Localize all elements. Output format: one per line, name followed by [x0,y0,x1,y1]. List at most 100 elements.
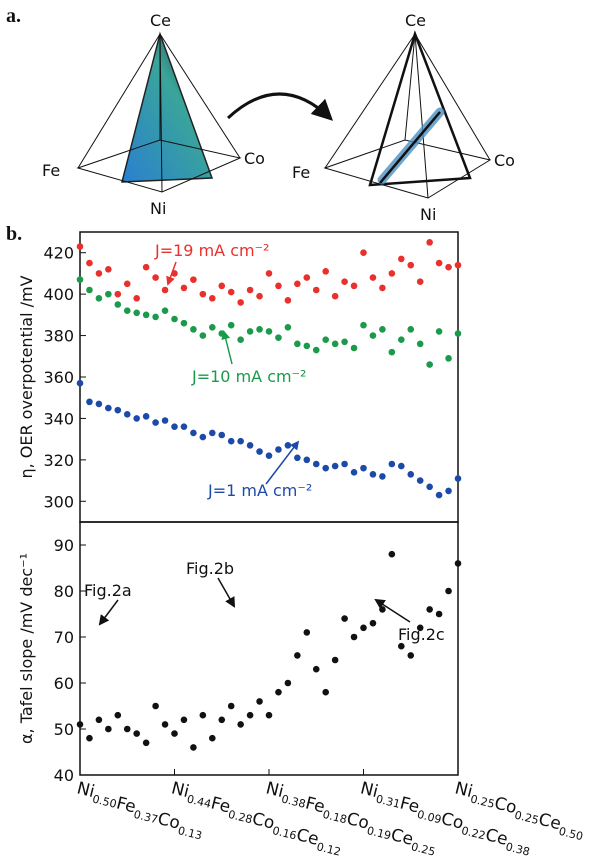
data-point [388,460,396,468]
data-point [284,442,292,449]
data-point [171,423,178,431]
data-point [142,311,150,319]
vertex-label: Ce [150,11,171,30]
data-point [322,688,330,696]
data-point [312,460,320,468]
arrow [226,92,334,121]
data-point [294,340,301,348]
data-point [379,606,386,613]
data-point [379,326,386,333]
vertex-label: Ni [150,199,166,218]
data-point [227,437,235,445]
data-point [76,276,84,283]
data-point [161,721,169,728]
data-point [369,332,377,339]
data-point [209,323,216,331]
data-point [133,294,140,302]
data-point [218,431,226,439]
data-point [237,437,244,445]
data-point [142,413,150,420]
data-point [256,698,263,705]
data-point [190,326,197,333]
panel-label: a. [6,5,21,27]
data-point [454,330,462,337]
data-point [123,280,131,288]
y-tick-label: 420 [43,244,74,263]
annotation: Fig.2b [186,559,234,578]
data-point [435,610,443,618]
data-point [312,665,320,673]
data-point [265,270,273,277]
data-point [322,336,330,344]
data-point [180,319,188,327]
data-point [209,429,216,437]
data-point [161,417,169,424]
y-tick-label: 50 [54,720,74,739]
data-point [294,652,301,659]
data-point [416,477,424,484]
data-point [246,328,254,335]
data-point [341,278,348,286]
data-point [123,725,131,733]
data-point [275,282,282,290]
x-tick-label: Ni0.44Fe0.28Co0.16Ce0.12 [165,778,348,856]
data-point [398,642,405,650]
data-point [209,294,216,302]
data-point [133,309,140,317]
data-point [294,454,301,462]
data-point [454,261,462,269]
data-point [388,348,396,356]
data-point [454,475,462,482]
data-point [454,560,462,567]
data-point [171,315,178,323]
data-point [407,652,415,659]
data-point [199,711,207,719]
vertex-label: Ni [420,205,436,224]
data-point [227,321,235,329]
data-point [142,263,150,271]
data-point [331,462,339,470]
y-tick-label: 320 [43,451,74,470]
data-point [227,702,235,710]
pyramid-left [76,31,242,193]
series-label: J=19 mA cm⁻² [154,241,269,260]
data-point [237,721,244,728]
data-point [350,633,358,641]
data-point [435,328,443,335]
vertex-label: Co [494,151,515,170]
data-point [435,259,443,267]
data-point [246,711,254,719]
data-point [199,332,207,339]
data-point [95,716,103,724]
data-point [350,344,358,352]
data-point [114,711,122,719]
y-tick-label: 40 [54,766,74,785]
data-point [369,274,377,281]
data-point [284,679,292,687]
data-point [284,297,292,304]
data-point [398,255,405,263]
data-point [152,313,159,321]
data-point [407,326,415,333]
y-tick-label: 300 [43,492,74,511]
data-point [341,615,348,622]
data-point [294,280,301,288]
data-point [398,336,405,344]
data-point [426,361,433,368]
data-point [180,423,188,431]
data-point [133,730,140,737]
x-tick-label: Ni0.50Fe0.37Co0.13 [72,778,209,842]
data-point [95,270,103,277]
y-tick-label: 90 [54,536,74,555]
data-point [152,419,159,426]
data-point [388,550,396,558]
annotation-arrows [98,261,411,626]
data-point [360,624,367,632]
data-point [360,464,367,472]
data-point [105,290,112,298]
y-tick-label: 360 [43,368,74,387]
data-point [275,334,282,341]
y-tick-label: 70 [54,628,74,647]
data-point [407,261,415,269]
data-point [445,263,452,271]
